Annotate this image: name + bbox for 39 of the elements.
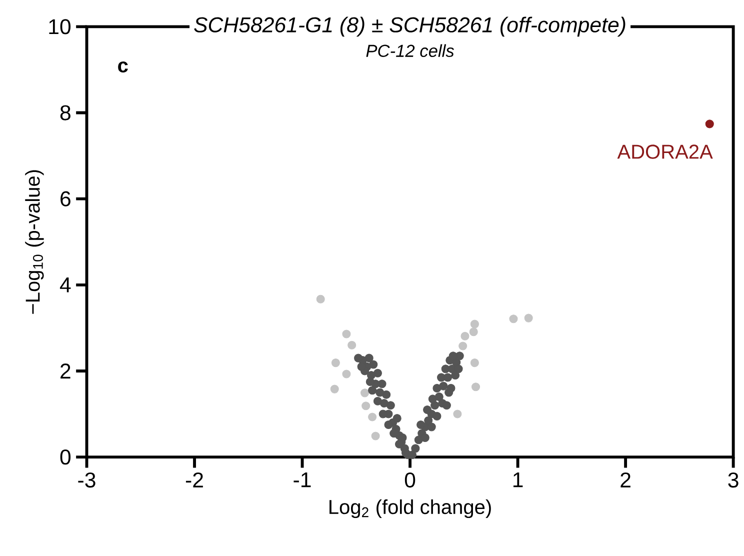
point [362, 402, 370, 410]
y-tick-label: 8 [60, 105, 70, 120]
point [460, 332, 470, 340]
x-tick-label: 0 [404, 472, 416, 488]
y-tick-label: 2 [60, 364, 70, 379]
y-tick-label: 0 [60, 450, 71, 465]
point [348, 340, 356, 350]
point [368, 412, 377, 422]
y-tick-label: 6 [60, 191, 70, 206]
point [469, 328, 478, 336]
point [342, 370, 351, 378]
point [705, 120, 714, 128]
y-tick-label: 10 [49, 19, 71, 34]
point [470, 320, 479, 328]
x-axis-title: Log$_{2}$ (fold change) [330, 499, 491, 518]
y-tick-label: 4 [60, 278, 71, 292]
annotation: c [118, 62, 128, 73]
point [371, 432, 380, 440]
text: PC-12 cells [366, 44, 454, 58]
y-axis-title: −Log$_{10}$ (p-value) [25, 170, 44, 314]
point [470, 358, 479, 368]
point [471, 382, 480, 392]
chart-title: SCH58261-G1 (8) ± SCH58261 (off-compete) [194, 16, 626, 37]
point [524, 314, 533, 322]
point [331, 358, 340, 368]
point [509, 314, 518, 324]
point [458, 342, 468, 350]
point [453, 410, 462, 418]
point [342, 330, 351, 338]
x-tick-label: 2 [620, 472, 630, 488]
x-tick-label: 1 [513, 472, 523, 488]
point [330, 384, 339, 394]
annotation: ADORA2A [617, 144, 713, 159]
point [316, 294, 325, 304]
x-tick-label: -2 [186, 472, 203, 488]
x-tick-label: -1 [294, 472, 311, 488]
x-tick-label: 3 [728, 472, 738, 488]
point [360, 388, 370, 398]
x-tick-label: -3 [78, 472, 96, 488]
